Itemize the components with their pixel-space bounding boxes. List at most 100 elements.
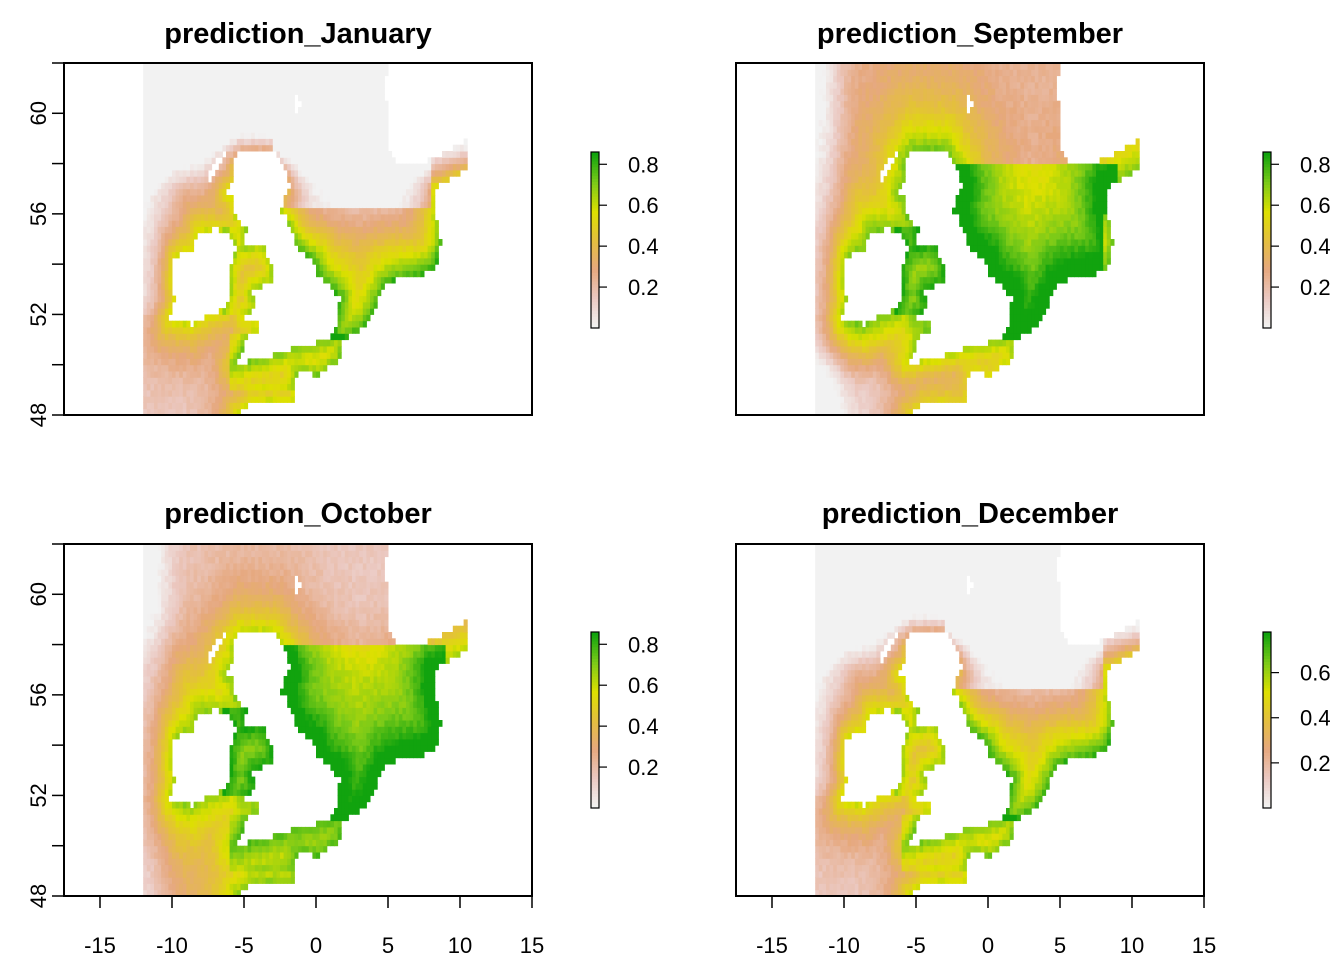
raster-cell — [168, 88, 173, 95]
raster-cell — [894, 132, 899, 139]
raster-cell — [229, 320, 234, 328]
raster-cell — [200, 119, 205, 127]
raster-cell — [150, 383, 155, 391]
raster-cell — [337, 251, 342, 259]
raster-cell — [204, 182, 209, 190]
raster-cell — [182, 88, 187, 95]
raster-cell — [919, 132, 924, 139]
raster-cell — [930, 283, 935, 290]
raster-cell — [854, 69, 859, 77]
raster-cell — [168, 182, 173, 190]
raster-cell — [822, 75, 827, 83]
raster-cell — [377, 81, 382, 89]
raster-cell — [337, 100, 342, 108]
raster-cell — [215, 383, 220, 391]
colorbar-swatch — [591, 242, 599, 247]
raster-cell — [847, 69, 852, 77]
raster-cell — [851, 188, 856, 196]
raster-cell — [218, 402, 223, 410]
raster-cell — [312, 188, 317, 196]
raster-cell — [150, 88, 155, 95]
raster-cell — [402, 226, 407, 234]
raster-cell — [833, 276, 838, 284]
raster-cell — [222, 333, 227, 341]
raster-cell — [172, 339, 177, 347]
raster-cell — [337, 188, 342, 196]
raster-cell — [323, 113, 328, 121]
raster-cell — [143, 207, 148, 215]
raster-cell — [222, 75, 227, 83]
raster-cell — [172, 195, 177, 202]
raster-cell — [887, 138, 892, 146]
colorbar-swatch — [591, 269, 599, 273]
raster-cell — [901, 144, 906, 152]
raster-cell — [826, 88, 831, 95]
raster-cell — [262, 75, 267, 83]
raster-cell — [973, 358, 978, 366]
raster-cell — [204, 371, 209, 378]
raster-cell — [280, 132, 285, 139]
raster-cell — [826, 239, 831, 246]
raster-cell — [366, 251, 371, 259]
raster-cell — [150, 100, 155, 108]
raster-cell — [901, 163, 906, 171]
raster-cell — [887, 63, 892, 70]
raster-cell — [272, 88, 277, 95]
raster-cell — [826, 188, 831, 196]
raster-cell — [157, 283, 162, 290]
raster-cell — [265, 270, 270, 278]
raster-cell — [391, 169, 396, 177]
raster-cell — [197, 157, 202, 165]
raster-cell — [923, 364, 928, 372]
raster-cell — [388, 276, 393, 284]
raster-cell — [305, 169, 310, 177]
raster-cell — [966, 226, 971, 234]
raster-cell — [229, 383, 234, 391]
raster-cell — [944, 352, 949, 359]
raster-cell — [265, 138, 270, 146]
raster-cell — [154, 377, 159, 385]
raster-cell — [247, 264, 252, 271]
raster-cell — [161, 75, 166, 83]
raster-cell — [370, 213, 375, 221]
raster-cell — [161, 402, 166, 410]
raster-cell — [398, 257, 403, 265]
raster-cell — [355, 232, 360, 240]
raster-cell — [973, 364, 978, 372]
raster-cell — [865, 327, 870, 334]
raster-cell — [323, 345, 328, 353]
raster-cell — [959, 144, 964, 152]
raster-cell — [161, 371, 166, 378]
raster-cell — [973, 176, 978, 183]
raster-cell — [908, 389, 913, 397]
raster-cell — [836, 207, 841, 215]
raster-cell — [380, 151, 385, 158]
raster-cell — [887, 125, 892, 133]
raster-cell — [251, 364, 256, 372]
raster-cell — [463, 151, 468, 158]
raster-cell — [161, 226, 166, 234]
raster-cell — [319, 94, 324, 102]
raster-cell — [420, 251, 425, 259]
raster-cell — [420, 264, 425, 271]
raster-cell — [948, 389, 953, 397]
raster-cell — [211, 333, 216, 341]
raster-cell — [395, 270, 400, 278]
raster-cell — [226, 226, 231, 234]
raster-cell — [858, 226, 863, 234]
raster-cell — [229, 226, 234, 234]
raster-cell — [175, 188, 180, 196]
raster-cell — [833, 358, 838, 366]
raster-cell — [934, 138, 939, 146]
raster-cell — [858, 138, 863, 146]
raster-cell — [247, 138, 252, 146]
raster-cell — [283, 207, 288, 215]
raster-cell — [157, 207, 162, 215]
raster-cell — [175, 333, 180, 341]
raster-cell — [890, 389, 895, 397]
raster-cell — [829, 345, 834, 353]
raster-cell — [887, 188, 892, 196]
raster-cell — [898, 345, 903, 353]
colorbar-swatch — [591, 222, 599, 226]
raster-cell — [154, 138, 159, 146]
